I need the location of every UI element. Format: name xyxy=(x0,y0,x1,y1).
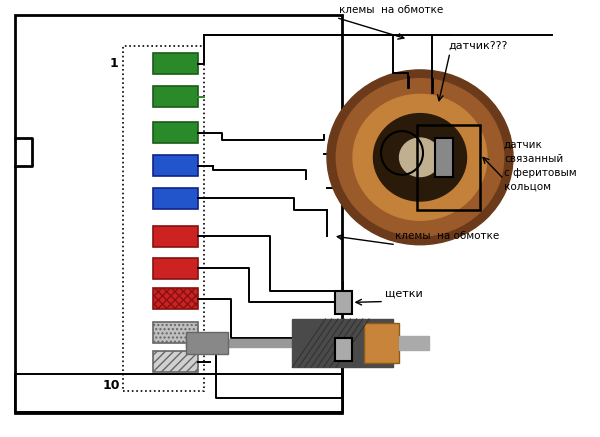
Ellipse shape xyxy=(373,114,467,201)
Bar xyxy=(364,323,400,363)
Bar xyxy=(153,53,198,74)
Bar xyxy=(123,46,204,391)
Ellipse shape xyxy=(336,79,504,236)
Bar xyxy=(335,338,352,361)
Bar xyxy=(153,188,198,209)
Bar xyxy=(153,155,198,176)
Bar xyxy=(435,138,453,177)
Bar xyxy=(153,226,198,247)
Text: датчик
связанный
с феритовым
кольцом: датчик связанный с феритовым кольцом xyxy=(504,140,577,192)
Ellipse shape xyxy=(353,94,487,220)
Text: 1: 1 xyxy=(110,57,118,70)
Bar xyxy=(186,339,396,347)
Bar xyxy=(153,86,198,107)
Text: клемы  на обмотке: клемы на обмотке xyxy=(339,5,443,15)
Bar xyxy=(417,125,480,210)
Bar xyxy=(153,258,198,279)
Ellipse shape xyxy=(327,70,513,245)
Bar xyxy=(400,336,430,350)
Bar xyxy=(153,122,198,143)
Bar xyxy=(153,322,198,343)
Text: щетки: щетки xyxy=(385,288,423,298)
Bar xyxy=(186,333,228,354)
Bar xyxy=(153,351,198,372)
Ellipse shape xyxy=(400,138,440,177)
Bar xyxy=(335,291,352,314)
Bar xyxy=(153,288,198,309)
Text: датчик???: датчик??? xyxy=(449,40,508,50)
Text: клемы  на обмотке: клемы на обмотке xyxy=(395,231,499,241)
Bar xyxy=(292,319,393,367)
Text: 10: 10 xyxy=(102,379,120,392)
Bar xyxy=(15,15,342,413)
